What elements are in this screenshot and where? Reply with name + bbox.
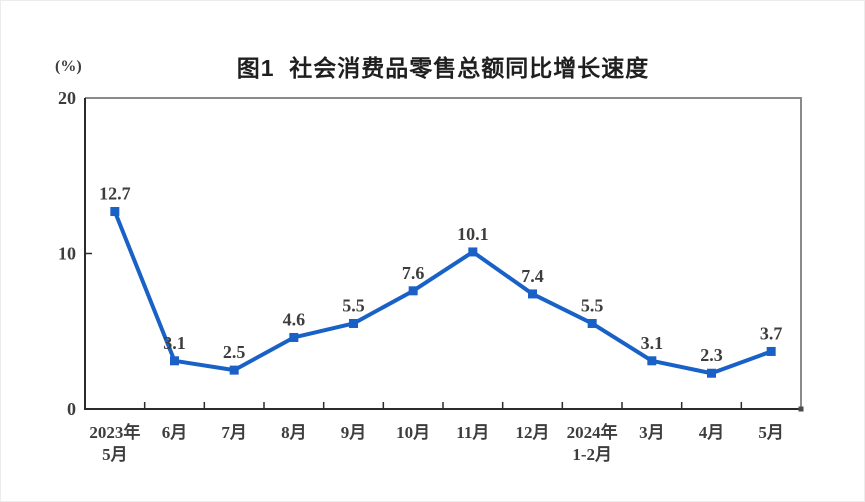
data-point-label: 3.1: [163, 333, 186, 353]
x-axis-label: 9月: [341, 423, 367, 442]
x-axis-label: 2024年: [567, 422, 618, 442]
data-point-label: 7.4: [521, 266, 544, 286]
data-point-marker: [408, 286, 418, 296]
x-axis-label: 2023年: [89, 422, 140, 442]
data-point-marker: [110, 207, 120, 217]
data-point-marker: [587, 318, 597, 328]
data-point-label: 5.5: [342, 295, 365, 315]
x-axis-label: 6月: [162, 423, 188, 442]
x-axis-label: 10月: [396, 423, 430, 442]
data-point-marker: [289, 332, 299, 342]
x-axis-label: 1-2月: [572, 445, 612, 464]
data-point-label: 3.7: [760, 323, 783, 343]
data-point-label: 2.3: [700, 345, 723, 365]
y-axis-label: 20: [58, 88, 76, 108]
data-point-marker: [647, 356, 657, 366]
series-line: [112, 209, 774, 376]
data-point-marker: [229, 365, 239, 375]
plot-frame: [85, 97, 802, 409]
data-point-label: 5.5: [581, 295, 604, 315]
data-point-marker: [766, 346, 776, 356]
data-point-label: 7.6: [402, 263, 425, 283]
x-axis-label: 3月: [639, 423, 665, 442]
data-point-label: 4.6: [283, 309, 306, 329]
data-point-label: 12.7: [99, 184, 131, 204]
y-axis-label: 10: [58, 244, 76, 264]
data-point-marker: [528, 289, 537, 299]
data-point-marker: [707, 368, 716, 378]
y-axis-label: 0: [67, 399, 76, 419]
x-axis-label: 7月: [221, 423, 247, 442]
x-axis-label: 4月: [699, 423, 725, 442]
chart-title: 图1 社会消费品零售总额同比增长速度: [236, 55, 650, 81]
data-point-marker: [170, 356, 179, 366]
frame-shadow-corner: [798, 406, 804, 412]
data-point-label: 10.1: [457, 224, 489, 244]
x-axis-label: 11月: [456, 423, 489, 442]
x-axis-label: 12月: [516, 423, 550, 442]
data-point-label: 2.5: [223, 342, 246, 362]
x-axis-label: 8月: [281, 423, 307, 442]
y-axis-unit-label: (%): [55, 58, 82, 75]
data-point-marker: [349, 318, 358, 328]
data-point-label: 3.1: [641, 333, 664, 353]
x-axis-label: 5月: [102, 445, 128, 464]
data-point-marker: [468, 247, 478, 257]
x-axis-label: 5月: [758, 423, 784, 442]
